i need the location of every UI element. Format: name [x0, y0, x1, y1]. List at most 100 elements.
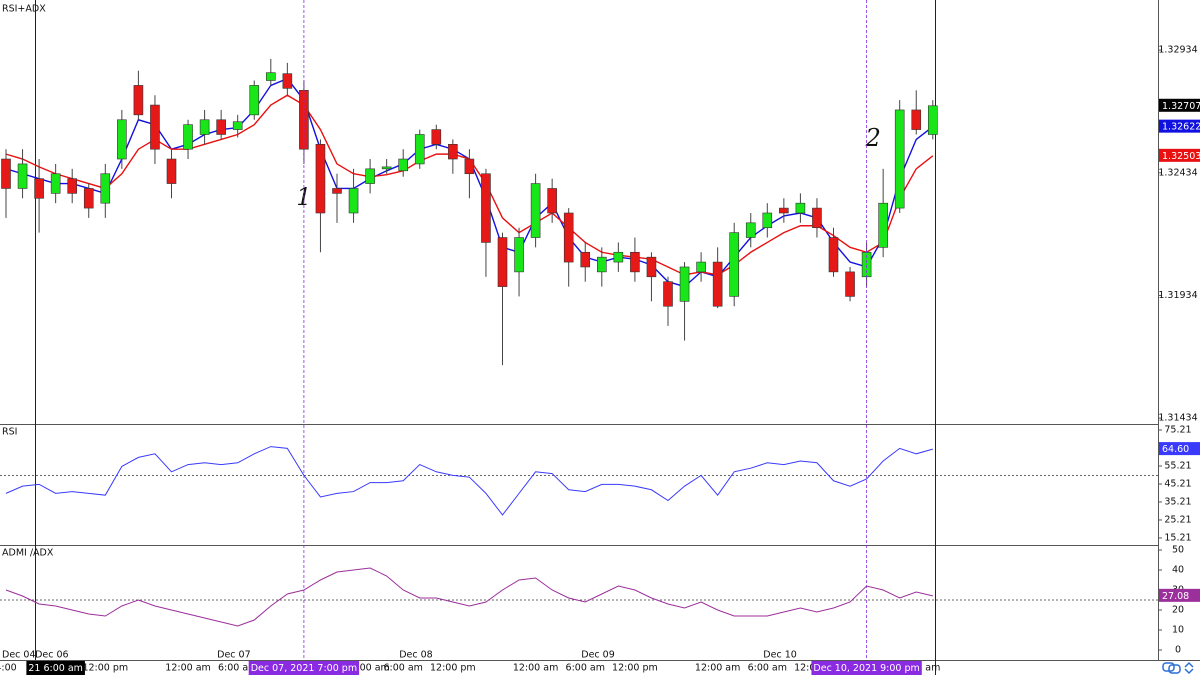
candle-body — [580, 251, 591, 268]
candle-body — [828, 237, 839, 273]
candle-body — [894, 109, 905, 209]
candle-body — [878, 202, 888, 248]
day-label: Dec 10 — [763, 650, 797, 661]
crosshair-label-box — [811, 661, 922, 675]
day-label: Dec 04 — [2, 650, 36, 661]
candle-body — [117, 119, 127, 160]
candle-body — [133, 85, 144, 116]
y-tick-label: 45.21 — [1164, 478, 1191, 489]
candle-body — [663, 281, 673, 307]
panel-title: RSI — [2, 427, 17, 438]
candle-body — [365, 168, 375, 184]
y-tick-label: 1.32434 — [1158, 167, 1197, 178]
y-tick-label: 75.21 — [1164, 425, 1191, 436]
candle-body — [911, 109, 922, 130]
candle-body — [481, 173, 491, 243]
x-tick-label: 6:00 am — [383, 663, 422, 674]
candle-body — [100, 173, 111, 204]
candle-body — [613, 251, 624, 263]
x-tick-label: 6:00 am — [748, 663, 787, 674]
x-tick-label: 6:00 am — [566, 663, 605, 674]
candle-body — [812, 207, 822, 229]
last-value-label: 1.32503 — [1162, 151, 1200, 162]
x-tick-label: 4:00 — [0, 663, 17, 674]
candle-body — [414, 134, 425, 165]
y-tick-label: 0 — [1175, 645, 1181, 656]
candle-body — [596, 256, 607, 273]
panel-title: ADMI /ADX — [2, 548, 54, 559]
y-tick-label: 50 — [1172, 545, 1184, 556]
last-value-box — [1159, 119, 1200, 133]
crosshair-label-box — [248, 661, 360, 675]
indicator-line — [5, 446, 933, 516]
x-tick-label: 12:00 am — [165, 663, 210, 674]
candle-body — [729, 232, 740, 297]
candle-body — [50, 173, 61, 194]
panel-title: RSI+ADX — [2, 4, 46, 15]
day-label: Dec 08 — [399, 650, 433, 661]
candle-body — [530, 183, 541, 238]
candle-body — [927, 105, 938, 135]
y-tick-label: 20 — [1172, 605, 1184, 616]
y-tick-label: 35.21 — [1164, 496, 1191, 507]
candle-body — [381, 166, 392, 170]
toolbar-icons[interactable] — [1162, 661, 1194, 675]
candle-body — [150, 104, 160, 150]
last-value-label: 64.60 — [1162, 444, 1189, 455]
candle-body — [795, 202, 806, 214]
candle-body — [34, 178, 44, 199]
last-value-box — [1159, 148, 1200, 162]
y-tick-label: 15.21 — [1164, 532, 1191, 543]
candle-body — [630, 251, 640, 273]
day-label: Dec 07 — [217, 650, 251, 661]
day-label: Dec 06 — [35, 650, 69, 661]
candle-body — [845, 271, 855, 297]
candle-body — [67, 178, 77, 194]
x-tick-label: 6:00 am — [218, 663, 257, 674]
candle-body — [315, 144, 326, 214]
candle-body — [265, 72, 276, 81]
candle-body — [332, 188, 342, 194]
candle-body — [431, 129, 442, 145]
candle-body — [514, 237, 524, 273]
x-tick-label: 12:00 am — [695, 663, 740, 674]
candle-body — [282, 73, 293, 89]
y-tick-label: 25.21 — [1164, 514, 1191, 525]
y-tick-label: 40 — [1172, 565, 1184, 576]
candle-body — [199, 119, 210, 135]
candle-body — [464, 158, 475, 175]
y-tick-label: 1.31434 — [1158, 413, 1197, 424]
last-value-box — [1159, 588, 1200, 602]
last-value-box — [1159, 98, 1200, 112]
candle-body — [696, 261, 706, 273]
candle-body — [745, 222, 756, 238]
day-label: Dec 09 — [581, 650, 615, 661]
candle-body — [448, 144, 458, 160]
link-icon[interactable] — [1168, 664, 1181, 674]
x-tick-label: 12:00 pm — [612, 663, 658, 674]
candle-body — [1, 158, 11, 189]
candle-body — [398, 158, 409, 172]
candle-body — [17, 163, 28, 189]
candle-body — [679, 266, 690, 302]
indicator-line — [5, 567, 933, 627]
last-value-label: 1.32622 — [1162, 122, 1200, 133]
x-tick-label: 2:00 am — [350, 663, 389, 674]
y-tick-label: 1.32934 — [1158, 45, 1197, 56]
crosshair-label: Dec 10, 2021 9:00 pm — [813, 663, 919, 674]
candle-body — [547, 188, 557, 214]
candle-body — [232, 121, 243, 130]
candle-body — [563, 212, 574, 263]
y-tick-label: 1.31934 — [1158, 290, 1197, 301]
crosshair-label: 21 6:00 am — [28, 663, 83, 674]
candle-body — [646, 256, 657, 278]
candle-body — [166, 158, 177, 184]
scroll-icon[interactable] — [1184, 661, 1194, 675]
last-value-label: 27.08 — [1162, 591, 1189, 602]
y-tick-label: 10 — [1172, 625, 1184, 636]
last-value-box — [1159, 442, 1200, 456]
annotation: 2 — [865, 124, 881, 152]
x-tick-label: 12:00 am — [513, 663, 558, 674]
